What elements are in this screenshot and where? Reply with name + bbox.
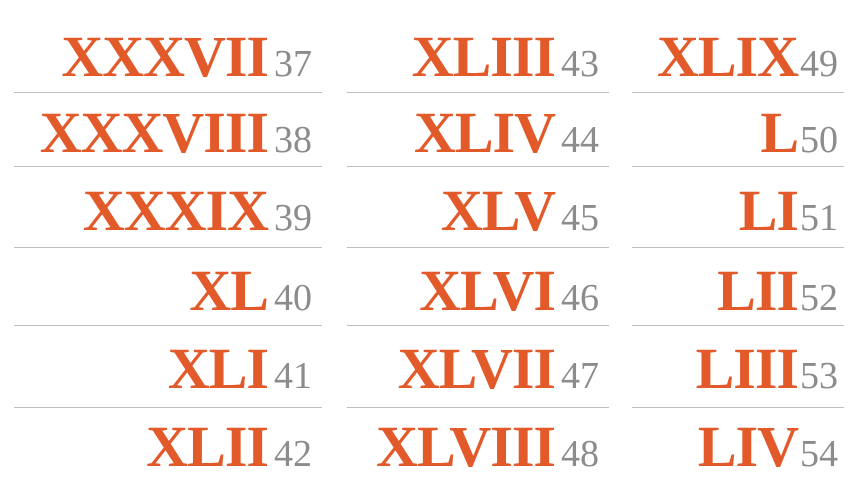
- roman-numeral: XXXVIII: [39, 100, 269, 165]
- roman-numeral: XXXIX: [82, 178, 269, 243]
- row-divider: [632, 325, 844, 326]
- row-divider: [14, 92, 322, 93]
- row-divider: [14, 325, 322, 326]
- row-divider: [632, 407, 844, 408]
- roman-numeral: XLI: [167, 336, 269, 401]
- numeral-entry: XLIII 43: [347, 28, 609, 86]
- roman-numeral: XXXVII: [61, 24, 269, 89]
- row-divider: [632, 247, 844, 248]
- arabic-number: 48: [561, 433, 599, 475]
- roman-numeral: L: [760, 100, 799, 165]
- arabic-number: 47: [561, 355, 599, 397]
- arabic-number: 44: [561, 119, 599, 161]
- row-divider: [347, 166, 609, 167]
- row-divider: [347, 247, 609, 248]
- arabic-number: 49: [800, 43, 838, 85]
- roman-numeral: XLIV: [413, 100, 556, 165]
- arabic-number: 54: [800, 433, 838, 475]
- row-divider: [347, 92, 609, 93]
- arabic-number: 45: [561, 197, 599, 239]
- arabic-number: 43: [561, 43, 599, 85]
- roman-numeral: XL: [189, 258, 269, 323]
- roman-numeral: XLIX: [656, 24, 799, 89]
- numeral-entry: XLII 42: [14, 418, 322, 476]
- numeral-entry: LIII 53: [632, 340, 844, 398]
- roman-numeral: XLVII: [397, 336, 556, 401]
- roman-numeral: XLVI: [419, 258, 556, 323]
- roman-numeral: XLII: [146, 414, 269, 479]
- numeral-entry: XLIV 44: [347, 104, 609, 162]
- roman-numeral: LIII: [695, 336, 799, 401]
- row-divider: [347, 407, 609, 408]
- arabic-number: 37: [274, 43, 312, 85]
- numeral-entry: L 50: [632, 104, 844, 162]
- arabic-number: 38: [274, 119, 312, 161]
- row-divider: [347, 325, 609, 326]
- roman-numeral: LI: [738, 178, 799, 243]
- roman-numeral: LII: [717, 258, 799, 323]
- numeral-entry: XL 40: [14, 262, 322, 320]
- numeral-entry: XLVII 47: [347, 340, 609, 398]
- arabic-number: 40: [274, 277, 312, 319]
- numeral-entry: XXXVIII 38: [14, 104, 322, 162]
- arabic-number: 52: [800, 277, 838, 319]
- roman-numeral: XLV: [440, 178, 556, 243]
- arabic-number: 46: [561, 277, 599, 319]
- arabic-number: 51: [800, 197, 838, 239]
- row-divider: [632, 166, 844, 167]
- roman-numeral: XLVIII: [376, 414, 556, 479]
- arabic-number: 42: [274, 433, 312, 475]
- numeral-entry: LIV 54: [632, 418, 844, 476]
- numeral-entry: XLI 41: [14, 340, 322, 398]
- arabic-number: 39: [274, 197, 312, 239]
- row-divider: [14, 247, 322, 248]
- numeral-entry: XXXVII 37: [14, 28, 322, 86]
- row-divider: [14, 407, 322, 408]
- roman-numeral: XLIII: [411, 24, 556, 89]
- numeral-entry: XLIX 49: [632, 28, 844, 86]
- numeral-entry: LI 51: [632, 182, 844, 240]
- arabic-number: 41: [274, 355, 312, 397]
- numeral-entry: XLVIII 48: [347, 418, 609, 476]
- numeral-entry: XLVI 46: [347, 262, 609, 320]
- row-divider: [14, 166, 322, 167]
- numeral-entry: XLV 45: [347, 182, 609, 240]
- arabic-number: 53: [800, 355, 838, 397]
- arabic-number: 50: [800, 119, 838, 161]
- numeral-entry: LII 52: [632, 262, 844, 320]
- row-divider: [632, 92, 844, 93]
- numeral-entry: XXXIX 39: [14, 182, 322, 240]
- roman-numeral: LIV: [697, 414, 799, 479]
